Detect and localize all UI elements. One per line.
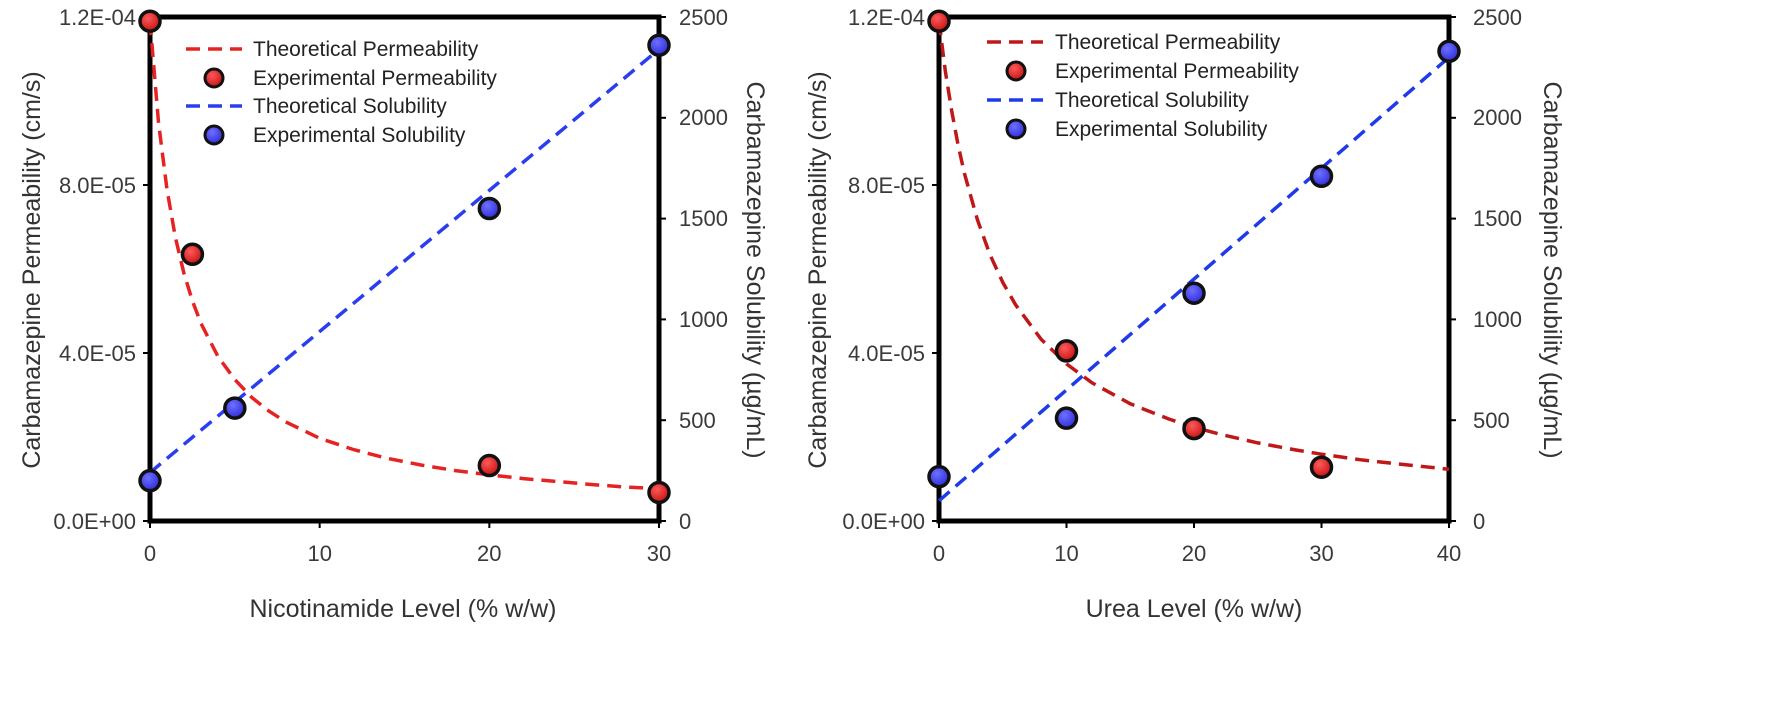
right-x-ticks: 0 10 20 30 40 bbox=[933, 541, 1461, 566]
left-y2-tick-label: 2000 bbox=[679, 105, 728, 130]
left-y2-ticks: 0 500 1000 1500 2000 2500 bbox=[679, 5, 728, 534]
left-x-tick-label: 20 bbox=[477, 541, 501, 566]
legend-experimental-permeability-swatch bbox=[1005, 60, 1027, 82]
left-theoretical-permeability-line bbox=[148, 21, 660, 491]
right-theoretical-solubility-line bbox=[937, 55, 1451, 503]
right-y-ticks: 0.0E+00 4.0E-05 8.0E-05 1.2E-04 bbox=[842, 5, 925, 534]
left-experimental-solubility-point bbox=[647, 33, 671, 57]
legend-experimental-permeability-label: Experimental Permeability bbox=[253, 67, 497, 90]
left-x-tick-label: 10 bbox=[307, 541, 331, 566]
right-y2-tick-label: 500 bbox=[1473, 408, 1510, 433]
left-y2-tick-label: 0 bbox=[679, 509, 691, 534]
right-x-tick-label: 10 bbox=[1054, 541, 1078, 566]
right-x-tick-label: 40 bbox=[1437, 541, 1461, 566]
right-y-tick-label: 0.0E+00 bbox=[842, 509, 925, 534]
left-chart: 0 10 20 30 0.0E+00 4.0E-05 8.0E-05 1.2E-… bbox=[18, 5, 769, 623]
left-y-ticks: 0.0E+00 4.0E-05 8.0E-05 1.2E-04 bbox=[53, 5, 136, 534]
right-y-tick-label: 1.2E-04 bbox=[848, 5, 925, 30]
left-x-tick-label: 0 bbox=[144, 541, 156, 566]
legend-theoretical-solubility-label: Theoretical Solubility bbox=[1055, 89, 1249, 112]
right-y2-tick-label: 1000 bbox=[1473, 307, 1522, 332]
right-experimental-solubility-point bbox=[927, 464, 951, 489]
right-chart: 0 10 20 30 40 0.0E+00 4.0E-05 8.0E-05 1.… bbox=[804, 5, 1566, 623]
legend-experimental-solubility-label: Experimental Solubility bbox=[253, 124, 466, 147]
left-experimental-solubility-point bbox=[477, 196, 502, 221]
right-y2-tick-label: 1500 bbox=[1473, 206, 1522, 231]
right-y2-ticks: 0 500 1000 1500 2000 2500 bbox=[1473, 5, 1522, 534]
left-y-axis-title: Carbamazepine Permeability (cm/s) bbox=[18, 71, 46, 468]
right-y-tick-label: 8.0E-05 bbox=[848, 173, 925, 198]
left-y-tick-label: 4.0E-05 bbox=[59, 341, 136, 366]
right-experimental-solubility-point bbox=[1437, 39, 1461, 64]
legend-theoretical-permeability-label: Theoretical Permeability bbox=[253, 38, 479, 61]
left-plot-frame bbox=[147, 14, 662, 524]
legend-experimental-solubility-swatch bbox=[1005, 118, 1027, 140]
right-y2-tick-label: 2000 bbox=[1473, 105, 1522, 130]
right-plot-area bbox=[927, 9, 1461, 528]
legend-experimental-solubility-swatch bbox=[203, 124, 225, 146]
left-legend: Theoretical Permeability Experimental Pe… bbox=[186, 38, 497, 147]
right-x-axis-title: Urea Level (% w/w) bbox=[1086, 595, 1303, 623]
right-experimental-permeability-point bbox=[1054, 339, 1079, 363]
left-experimental-permeability-point bbox=[647, 480, 671, 505]
legend-experimental-permeability-label: Experimental Permeability bbox=[1055, 60, 1299, 83]
right-y-axis-title: Carbamazepine Permeability (cm/s) bbox=[804, 71, 832, 468]
right-experimental-solubility-point bbox=[1054, 406, 1079, 430]
right-x-tick-label: 20 bbox=[1182, 541, 1206, 566]
left-experimental-permeability-point bbox=[477, 453, 502, 478]
left-y-tick-label: 1.2E-04 bbox=[59, 5, 136, 30]
right-experimental-solubility-point bbox=[1182, 281, 1206, 305]
left-experimental-permeability-point bbox=[138, 9, 162, 33]
right-y2-tick-label: 0 bbox=[1473, 509, 1485, 534]
right-experimental-permeability-point bbox=[1182, 416, 1206, 441]
left-y-tick-label: 0.0E+00 bbox=[53, 509, 136, 534]
right-x-tick-label: 30 bbox=[1309, 541, 1333, 566]
right-experimental-permeability-point bbox=[1309, 455, 1334, 479]
left-y2-tick-label: 500 bbox=[679, 408, 716, 433]
left-experimental-permeability-point bbox=[180, 242, 205, 267]
right-x-tick-label: 0 bbox=[933, 541, 945, 566]
right-legend: Theoretical Permeability Experimental Pe… bbox=[987, 31, 1299, 141]
left-y2-tick-label: 2500 bbox=[679, 5, 728, 30]
left-x-tick-label: 30 bbox=[647, 541, 671, 566]
left-y2-axis-title: Carbamazepine Solubility (µg/mL) bbox=[741, 81, 769, 458]
legend-theoretical-solubility-label: Theoretical Solubility bbox=[253, 95, 447, 118]
right-y-tick-label: 4.0E-05 bbox=[848, 341, 925, 366]
legend-experimental-solubility-label: Experimental Solubility bbox=[1055, 118, 1268, 141]
left-x-ticks: 0 10 20 30 bbox=[144, 541, 671, 566]
left-experimental-solubility-point bbox=[138, 468, 162, 493]
right-y2-tick-label: 2500 bbox=[1473, 5, 1522, 30]
left-y2-tick-label: 1500 bbox=[679, 206, 728, 231]
legend-theoretical-permeability-label: Theoretical Permeability bbox=[1055, 31, 1281, 54]
left-plot-area bbox=[138, 9, 671, 528]
left-experimental-solubility-point bbox=[223, 396, 247, 420]
left-y-tick-label: 8.0E-05 bbox=[59, 173, 136, 198]
right-theoretical-permeability-line bbox=[937, 20, 1450, 472]
right-experimental-permeability-point bbox=[927, 9, 951, 33]
left-x-axis-title: Nicotinamide Level (% w/w) bbox=[249, 595, 556, 623]
right-y2-axis-title: Carbamazepine Solubility (µg/mL) bbox=[1538, 81, 1566, 458]
legend-experimental-permeability-swatch bbox=[203, 67, 225, 89]
right-experimental-solubility-point bbox=[1309, 164, 1334, 189]
left-y2-tick-label: 1000 bbox=[679, 307, 728, 332]
